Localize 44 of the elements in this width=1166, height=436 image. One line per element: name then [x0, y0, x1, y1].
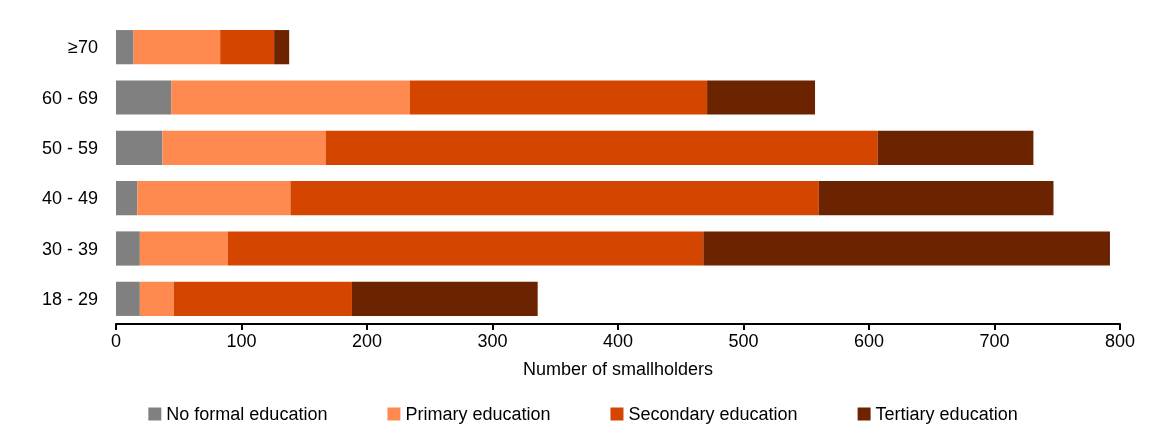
- legend-label: Primary education: [405, 404, 551, 424]
- bar: [220, 30, 275, 65]
- legend-label: Tertiary education: [875, 404, 1018, 424]
- y-tick-label: 30 - 39: [41, 238, 98, 259]
- bar: [116, 80, 172, 115]
- bar: [139, 281, 174, 316]
- bar: [351, 281, 538, 316]
- y-tick-label: 60 - 69: [41, 87, 98, 108]
- x-tick-label: 0: [110, 331, 122, 351]
- x-tick-label: 800: [1104, 331, 1136, 351]
- bar: [162, 130, 326, 165]
- x-axis-title: Number of smallholders: [522, 359, 714, 379]
- bar: [173, 281, 352, 316]
- bar: [116, 30, 134, 65]
- bar: [274, 30, 290, 65]
- bar: [139, 231, 228, 266]
- bar: [227, 231, 704, 266]
- bar: [116, 231, 140, 266]
- y-tick-label: 18 - 29: [41, 288, 98, 309]
- y-tick-label: 50 - 59: [41, 137, 98, 158]
- bar: [290, 181, 819, 216]
- bar: [116, 181, 138, 216]
- bar: [707, 80, 816, 115]
- x-tick-label: 600: [853, 331, 885, 351]
- x-tick-label: 100: [226, 331, 257, 351]
- legend-label: Secondary education: [628, 404, 798, 424]
- bar: [116, 281, 140, 316]
- x-tick-label: 400: [602, 331, 634, 351]
- bar: [877, 130, 1034, 165]
- y-tick-label: 40 - 49: [41, 188, 98, 209]
- bar: [116, 130, 163, 165]
- legend-label: No formal education: [166, 404, 328, 424]
- bar: [703, 231, 1110, 266]
- bar: [137, 181, 291, 216]
- y-tick-label: ≥70: [68, 37, 98, 58]
- bar: [818, 181, 1054, 216]
- x-tick-label: 700: [979, 331, 1010, 351]
- bar: [133, 30, 221, 65]
- x-tick-label: 500: [728, 331, 759, 351]
- x-tick-label: 200: [351, 331, 383, 351]
- bar: [171, 80, 410, 115]
- x-tick-label: 300: [477, 331, 508, 351]
- bar: [409, 80, 708, 115]
- bar: [325, 130, 878, 165]
